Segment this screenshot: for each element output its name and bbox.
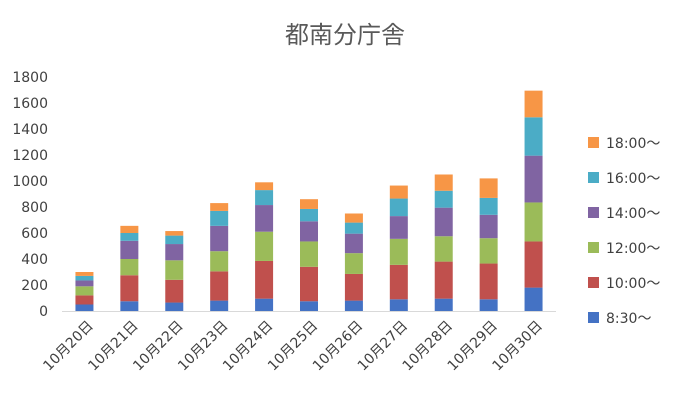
bar-segment	[165, 279, 184, 303]
bar-segment	[300, 208, 318, 222]
bar-segment	[344, 253, 363, 274]
bar-segment	[479, 238, 498, 264]
bar-segment	[479, 178, 498, 198]
legend-swatch	[588, 242, 599, 253]
y-tick-label: 1200	[12, 148, 48, 164]
bar-segment	[389, 264, 408, 300]
bar-segment	[344, 213, 363, 223]
legend-label: 8:30～	[606, 311, 651, 327]
bar-segment	[300, 301, 318, 311]
bar-segment	[120, 225, 139, 233]
bar-segment	[300, 221, 318, 242]
bar-segment	[120, 275, 139, 302]
bar-segment	[389, 216, 408, 239]
legend-swatch	[588, 312, 599, 323]
bar-segment	[434, 261, 453, 299]
bar-segment	[300, 199, 318, 209]
bar-segment	[75, 275, 94, 281]
bar-segment	[300, 241, 318, 267]
bar-segment	[165, 231, 184, 236]
legend-label: 16:00～	[606, 171, 660, 187]
bar-segment	[120, 240, 139, 259]
legend-swatch	[588, 137, 599, 148]
bar-segment	[434, 298, 453, 311]
bar-segment	[434, 236, 453, 262]
legend-swatch	[588, 172, 599, 183]
bar-segment	[434, 174, 453, 191]
y-tick-label: 400	[21, 252, 48, 268]
x-axis-ticks: 10月20日10月21日10月22日10月23日10月24日10月25日10月2…	[40, 318, 545, 374]
bar-segment	[524, 241, 543, 288]
bar-segment	[389, 238, 408, 265]
bar-segment	[210, 203, 229, 211]
y-tick-label: 800	[21, 200, 48, 216]
bar-segment	[165, 302, 184, 311]
legend-label: 18:00～	[606, 136, 660, 152]
bar-segment	[255, 182, 274, 191]
bar-segment	[389, 198, 408, 217]
y-tick-label: 1800	[12, 70, 48, 86]
bar-segment	[210, 271, 229, 301]
bar-segment	[75, 295, 94, 305]
bar-segment	[210, 300, 229, 311]
bar-segment	[120, 301, 139, 311]
legend-label: 12:00～	[606, 241, 660, 257]
bar-segment	[120, 233, 139, 241]
legend-swatch	[588, 277, 599, 288]
bar-segment	[479, 214, 498, 239]
bar-segment	[75, 280, 94, 287]
bar-segment	[524, 202, 543, 242]
bar-segment	[344, 233, 363, 254]
bar-segment	[255, 260, 274, 299]
bar-segment	[255, 298, 274, 311]
bar-segment	[210, 210, 229, 226]
legend: 18:00～ 16:00～ 14:00～ 12:00～ 10:00～ 8:30～	[588, 136, 660, 327]
bar-segment	[344, 273, 363, 301]
bar-segment	[120, 259, 139, 276]
legend-label: 14:00～	[606, 206, 660, 222]
legend-swatch	[588, 207, 599, 218]
y-axis-ticks: 0 200 400 600 800 1000 1200 1400 1600 1800	[12, 70, 48, 320]
bar-segment	[300, 266, 318, 302]
y-tick-label: 200	[21, 278, 48, 294]
y-tick-label: 1400	[12, 122, 48, 138]
bar-segment	[524, 117, 543, 156]
bar-segment	[434, 190, 453, 208]
bar-segment	[344, 300, 363, 311]
bar-segment	[75, 286, 94, 296]
bars	[75, 90, 543, 311]
bar-segment	[479, 263, 498, 300]
bar-segment	[75, 272, 94, 276]
bar-segment	[255, 190, 274, 206]
bar-segment	[524, 287, 543, 311]
bar-segment	[75, 304, 94, 311]
legend-label: 10:00～	[606, 276, 660, 292]
bar-segment	[210, 251, 229, 272]
bar-segment	[389, 299, 408, 311]
bar-segment	[210, 225, 229, 252]
y-tick-label: 1000	[12, 174, 48, 190]
bar-segment	[479, 197, 498, 215]
bar-segment	[165, 260, 184, 280]
y-tick-label: 1600	[12, 96, 48, 112]
bar-segment	[524, 90, 543, 118]
bar-segment	[255, 231, 274, 261]
bar-segment	[344, 222, 363, 234]
bar-segment	[524, 155, 543, 203]
bar-segment	[165, 244, 184, 261]
bar-segment	[255, 205, 274, 232]
bar-segment	[165, 235, 184, 245]
chart-title: 都南分庁舎	[285, 21, 405, 49]
bar-segment	[479, 299, 498, 311]
bar-segment	[434, 207, 453, 237]
y-tick-label: 0	[39, 304, 48, 320]
y-tick-label: 600	[21, 226, 48, 242]
bar-segment	[389, 185, 408, 199]
